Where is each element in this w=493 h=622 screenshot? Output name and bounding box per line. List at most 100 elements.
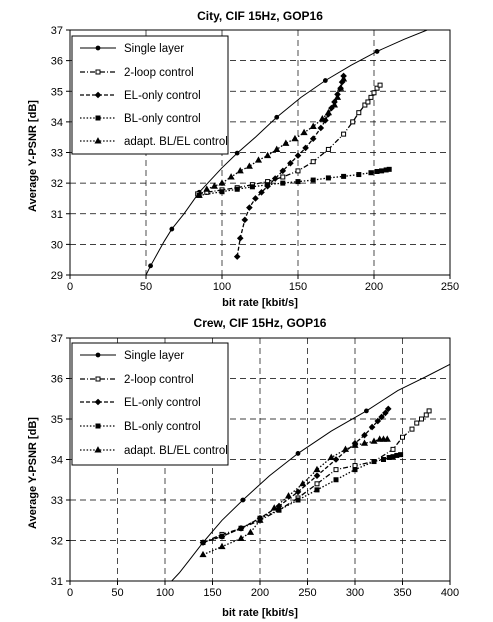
x-tick-label: 0 [67, 587, 73, 599]
data-point [365, 99, 371, 105]
series-single-layer [170, 363, 450, 581]
legend-label-single-layer: Single layer [124, 43, 184, 55]
data-point [360, 439, 369, 446]
y-tick-label: 35 [51, 86, 63, 98]
data-point [236, 167, 244, 174]
legend-marker [95, 45, 101, 51]
y-tick-label: 30 [51, 239, 63, 251]
data-point [384, 405, 392, 413]
legend-label-bl-only-control: BL-only control [124, 113, 201, 125]
y-tick-label: 33 [51, 148, 63, 160]
legend-sample-adapt-bl-el-control [80, 137, 116, 144]
data-point [299, 479, 307, 487]
data-point [218, 179, 226, 186]
y-axis-label: Average Y-PSNR [dB] [27, 417, 39, 529]
data-point [370, 437, 378, 444]
data-point [236, 234, 244, 242]
data-point [246, 204, 253, 211]
data-point [390, 446, 396, 452]
data-point [273, 145, 281, 152]
y-tick-label: 36 [51, 56, 63, 68]
legend-marker [94, 91, 102, 99]
data-point [327, 453, 335, 460]
data-point [330, 101, 339, 108]
data-point [378, 413, 385, 421]
data-point [362, 102, 368, 108]
data-point [310, 177, 316, 183]
data-point [352, 463, 358, 469]
y-tick-label: 34 [51, 117, 63, 129]
y-tick-label: 37 [51, 25, 63, 37]
data-point [351, 441, 359, 448]
legend-sample-el-only-control [80, 91, 116, 99]
x-axis-label: bit rate [kbit/s] [222, 297, 298, 309]
legend-sample-adapt-bl-el-control [80, 446, 116, 453]
data-point [219, 189, 225, 195]
y-tick-label: 33 [51, 495, 63, 507]
data-point [148, 263, 153, 269]
data-point [282, 139, 290, 146]
y-tick-label: 31 [51, 576, 63, 588]
data-point [291, 134, 299, 142]
chart-crew: Crew, CIF 15Hz, GOP16 Average Y-PSNR [dB… [27, 316, 459, 619]
data-point [276, 507, 282, 513]
data-point [340, 75, 348, 82]
series-adapt-bl-el-control [199, 435, 391, 558]
series-line [236, 75, 345, 257]
data-point [302, 144, 309, 152]
legend-marker [94, 398, 102, 406]
data-point [368, 423, 376, 431]
data-point [264, 151, 272, 159]
y-axis-label: Average Y-PSNR [dB] [27, 100, 39, 212]
data-point [203, 185, 211, 192]
x-tick-label: 400 [441, 587, 459, 599]
x-tick-label: 100 [213, 281, 231, 293]
data-point [371, 459, 377, 465]
data-point [237, 534, 245, 541]
data-point [233, 253, 241, 260]
data-point [234, 150, 240, 156]
y-tick-label: 32 [51, 178, 63, 190]
x-tick-label: 350 [393, 587, 411, 599]
y-tick-label: 31 [51, 209, 63, 221]
data-point [295, 451, 301, 456]
data-point [383, 435, 391, 442]
data-point [318, 114, 326, 122]
x-tick-label: 300 [346, 587, 364, 599]
data-point [332, 456, 340, 463]
data-point [364, 408, 369, 414]
data-point [333, 93, 342, 100]
x-tick-label: 200 [251, 587, 269, 599]
data-point [361, 431, 368, 439]
data-point [241, 216, 249, 224]
x-tick-label: 100 [156, 587, 174, 599]
legend-label-el-only-control: EL-only control [124, 397, 201, 409]
data-point [379, 168, 385, 174]
legend-marker [94, 446, 102, 453]
legend-label-2-loop-control: 2-loop control [124, 374, 194, 386]
data-point [386, 166, 392, 172]
legend-sample-bl-only-control [80, 115, 116, 121]
data-point [280, 174, 286, 180]
data-point [341, 445, 350, 452]
plot-area: 0 50 100 150 200 250 29 30 31 32 33 34 35 36 37 [51, 25, 459, 293]
legend: Single layer 2-loop control EL-only cont… [71, 342, 229, 466]
legend-marker [95, 115, 101, 121]
legend-marker [95, 69, 101, 75]
y-tick-label: 36 [51, 374, 63, 386]
data-point [227, 173, 235, 180]
x-tick-label: 200 [365, 281, 383, 293]
data-point [169, 226, 175, 232]
data-point [374, 85, 380, 91]
data-point [195, 191, 203, 198]
legend: Single layer 2-loop control EL-only cont… [71, 35, 229, 155]
data-point [371, 90, 377, 96]
data-point [200, 540, 206, 546]
x-tick-label: 50 [111, 587, 123, 599]
legend-marker [94, 137, 102, 144]
data-point [341, 131, 347, 137]
data-point [423, 412, 429, 418]
data-point [381, 457, 386, 462]
data-point [284, 492, 293, 499]
data-point [249, 184, 255, 190]
